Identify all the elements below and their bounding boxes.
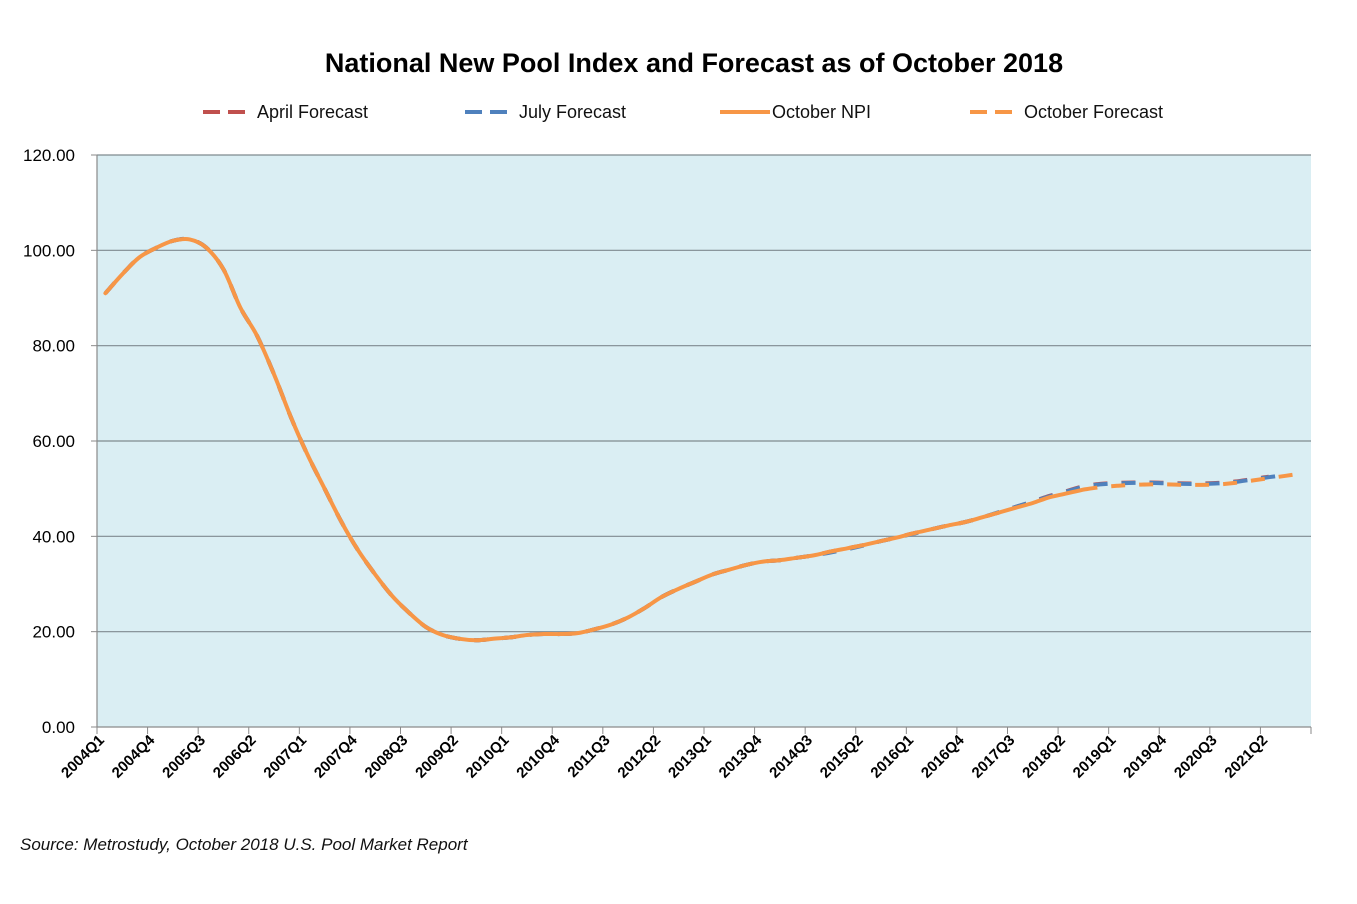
x-tick-label: 2011Q3 [564,732,613,781]
x-tick-label: 2013Q4 [716,731,766,781]
series-line-october-npi [103,236,1086,643]
x-tick-label: 2008Q3 [362,732,412,782]
x-tick-label: 2015Q2 [817,732,867,782]
x-tick-label: 2010Q1 [463,732,513,782]
x-tick-label: 2009Q2 [412,732,462,782]
x-tick-label: 2016Q4 [918,731,968,781]
x-axis-ticks: 2004Q1 2004Q4 2005Q3 2006Q2 2007Q1 2007Q4 2008… [58,727,1312,782]
series-lines [103,236,1303,643]
gridlines [97,154,1311,633]
x-tick-label: 2012Q2 [614,732,664,782]
x-tick-label: 2007Q4 [311,731,361,781]
x-tick-label: 2004Q4 [109,731,159,781]
legend-label: October NPI [772,102,871,122]
y-tick-label: 0.00 [42,718,75,737]
x-tick-label: 2013Q1 [665,732,715,782]
x-tick-label: 2017Q3 [969,732,1019,782]
x-tick-label: 2004Q1 [58,732,108,782]
x-tick-label: 2018Q2 [1019,732,1069,782]
source-note: Source: Metrostudy, October 2018 U.S. Po… [20,835,468,854]
series-line-october-forecast [1083,471,1303,492]
x-tick-label: 2016Q1 [867,732,917,782]
legend-label: July Forecast [519,102,626,122]
x-tick-label: 2014Q3 [766,732,816,782]
x-tick-label: 2019Q1 [1070,732,1120,782]
y-tick-label: 80.00 [32,337,75,356]
legend-item-july-forecast: July Forecast [465,102,626,122]
y-tick-label: 120.00 [23,146,75,165]
legend-label: April Forecast [257,102,368,122]
legend-item-october-forecast: October Forecast [970,102,1163,122]
y-tick-label: 60.00 [32,432,75,451]
legend-item-october-npi: October NPI [720,102,871,122]
x-tick-label: 2005Q3 [159,732,209,782]
y-tick-label: 20.00 [32,623,75,642]
y-axis-ticks: 0.00 20.00 40.00 60.00 80.00 100.00 120.00 [23,146,97,737]
chart: National New Pool Index and Forecast as … [23,48,1312,782]
x-tick-label: 2020Q3 [1171,732,1221,782]
y-tick-label: 100.00 [23,241,75,260]
x-tick-label: 2019Q4 [1120,731,1170,781]
x-tick-label: 2010Q4 [513,731,563,781]
x-tick-label: 2007Q1 [260,732,310,782]
chart-title: National New Pool Index and Forecast as … [325,48,1063,78]
y-tick-label: 40.00 [32,527,75,546]
legend: April Forecast July Forecast October NPI Oc… [203,102,1163,122]
legend-item-april-forecast: April Forecast [203,102,368,122]
legend-label: October Forecast [1024,102,1163,122]
x-tick-label: 2006Q2 [210,732,260,782]
x-tick-label: 2021Q2 [1221,732,1271,782]
